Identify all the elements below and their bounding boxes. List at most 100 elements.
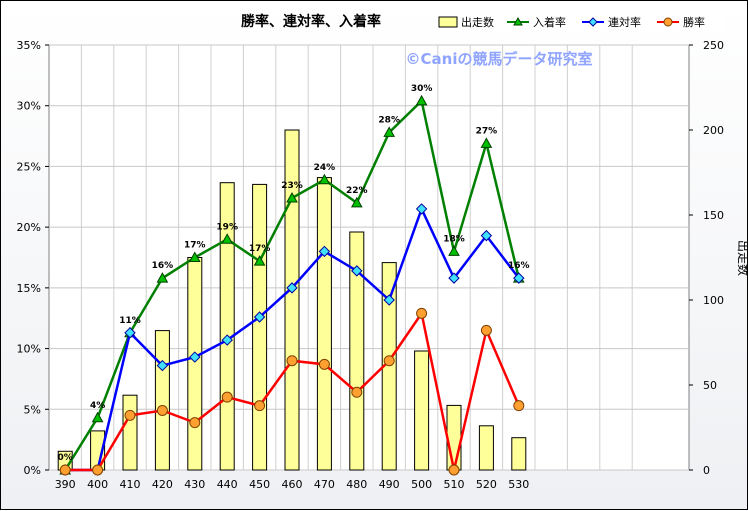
y-tick-label: 20% [17,221,41,234]
marker-triangle [318,173,331,185]
marker-triangle [188,251,201,262]
data-label: 0% [58,453,73,463]
y-tick-label: 0% [24,464,41,477]
marker-triangle [383,126,396,137]
data-label: 24% [314,163,336,173]
y2-tick-label: 250 [703,39,724,52]
marker-circle [59,464,71,476]
marker-circle [221,391,233,403]
marker-circle [92,464,104,476]
x-tick-label: 500 [411,478,432,491]
bar-510 [446,404,462,471]
x-tick-label: 470 [314,478,335,491]
marker-triangle [253,255,266,266]
x-tick-label: 420 [152,478,173,491]
data-label: 18% [443,234,465,244]
bar-450 [252,183,268,471]
data-label: 11% [119,316,141,326]
legend-label: 連対率 [608,15,641,29]
data-label: 17% [249,244,271,254]
data-label: 28% [378,115,400,125]
y-tick-label: 10% [17,343,41,356]
legend-box [435,13,725,31]
marker-triangle [221,233,234,244]
marker-diamond [286,282,298,294]
legend: 出走数 入着率 連対率 勝率 [435,13,725,31]
y2-tick-label: 50 [703,379,717,392]
marker-diamond [351,265,363,277]
y2-tick-label: 100 [703,294,724,307]
marker-diamond [124,327,136,339]
data-label: 27% [476,126,498,136]
marker-circle [318,358,330,370]
bar-420 [154,330,170,471]
y-tick-label: 15% [17,282,41,295]
x-tick-label: 400 [87,478,108,491]
bar-500 [414,350,430,471]
marker-diamond [415,203,428,215]
marker-diamond [383,294,395,306]
legend-marker [513,16,523,26]
x-tick-label: 450 [249,478,270,491]
legend-label: 勝率 [683,15,705,29]
marker-triangle [448,245,460,256]
marker-circle [254,400,266,412]
legend-swatch-bar [438,16,458,28]
marker-circle [448,464,460,476]
x-tick-label: 430 [184,478,205,491]
marker-diamond [221,334,233,346]
marker-diamond [480,229,493,242]
marker-circle [286,355,298,367]
bar-480 [349,231,365,471]
marker-diamond [318,245,331,258]
y2-tick-label: 0 [703,464,710,477]
copyright-annotation: ©Caniの競馬データ研究室 [406,50,593,68]
y2-tick-label: 200 [703,124,724,137]
data-label: 16% [508,261,530,271]
bar-520 [478,425,494,471]
bar-530 [511,437,527,471]
data-label: 23% [281,181,303,191]
marker-circle [480,324,492,336]
marker-diamond [513,272,525,284]
x-tick-label: 510 [444,478,465,491]
axes: 0% 5% 10% 15% 20% 25% 30% 35% 0 50 100 150 200 250 390… [17,39,724,491]
y-tick-label: 5% [24,403,41,416]
legend-marker [588,17,598,27]
data-labels: 0% 4% 11% 16% 17% 19% 17% 23% 24% 22% 28% 30% 18% 27%… [58,84,530,463]
marker-circle [351,386,363,398]
marker-triangle [415,94,428,106]
x-tick-label: 390 [55,478,76,491]
y-tick-label: 25% [17,160,41,173]
bar-410 [122,394,138,471]
data-label: 17% [184,241,206,251]
x-tick-label: 520 [476,478,497,491]
marker-diamond [253,311,266,323]
x-tick-label: 410 [120,478,141,491]
marker-circle [156,405,168,416]
x-tick-label: 480 [346,478,367,491]
bar-470 [316,177,332,471]
plot-area [48,44,690,471]
bar-460 [284,129,300,471]
bar-430 [187,257,203,471]
x-tick-label: 440 [217,478,238,491]
marker-triangle [91,411,104,423]
legend-marker [663,17,673,27]
data-label: 22% [346,186,368,196]
y2-axis-title: 出走数 [736,240,748,276]
y-tick-label: 30% [17,100,41,113]
chart-title: 勝率、連対率、入着率 [241,13,381,30]
marker-circle [124,409,136,421]
marker-diamond [156,359,169,372]
data-label: 16% [152,261,174,271]
x-tick-label: 530 [508,478,529,491]
marker-triangle [156,272,169,283]
x-tick-label: 490 [379,478,400,491]
legend-label: 入着率 [533,15,566,29]
data-label: 19% [216,222,238,232]
marker-circle [189,417,201,429]
y2-tick-label: 150 [703,209,724,222]
marker-triangle [480,137,493,148]
